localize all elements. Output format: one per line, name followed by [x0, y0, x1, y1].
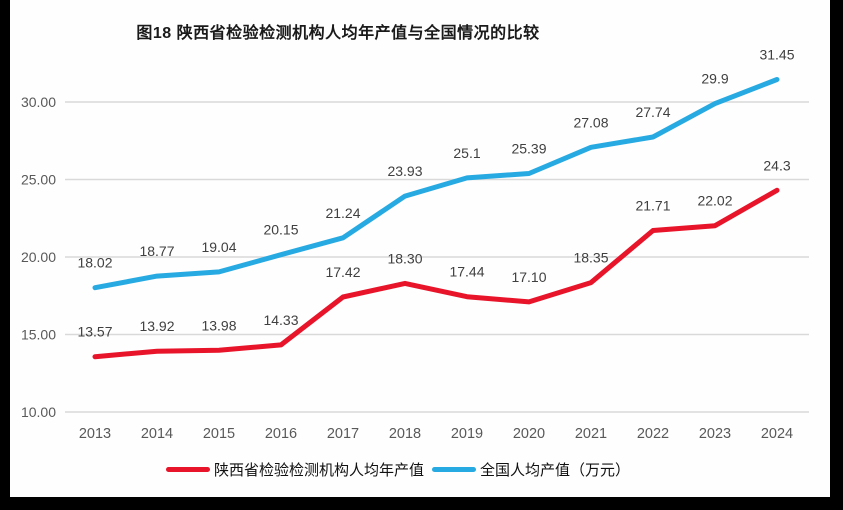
data-label: 18.30 — [387, 250, 422, 266]
data-label: 31.45 — [759, 47, 794, 63]
chart-canvas: 图18 陕西省检验检测机构人均年产值与全国情况的比较 10.00 15.00 20.… — [10, 0, 830, 497]
data-label: 20.15 — [263, 222, 298, 238]
data-label: 17.42 — [325, 264, 360, 280]
chart-plot-area: 10.00 15.00 20.00 25.00 30.00 2013 2014 2015 201… — [21, 47, 809, 442]
data-label: 18.35 — [573, 250, 608, 266]
data-label: 27.74 — [635, 104, 670, 120]
data-label: 22.02 — [697, 193, 732, 209]
x-tick-label: 2021 — [575, 426, 607, 442]
data-label: 24.3 — [763, 157, 790, 173]
x-tick-label: 2017 — [327, 426, 359, 442]
data-label: 17.10 — [511, 269, 546, 285]
legend-item-shaanxi: 陕西省检验检测机构人均年产值 — [165, 459, 424, 480]
legend-label-shaanxi: 陕西省检验检测机构人均年产值 — [213, 461, 424, 479]
data-label: 13.98 — [201, 317, 236, 333]
data-label: 23.93 — [387, 163, 422, 179]
data-label: 14.33 — [263, 312, 298, 328]
data-label: 27.08 — [573, 114, 608, 130]
y-tick-label: 15.00 — [21, 327, 56, 343]
y-tick-label: 25.00 — [21, 172, 56, 188]
x-tick-label: 2023 — [699, 426, 731, 442]
data-label: 29.9 — [701, 71, 728, 87]
data-label: 25.1 — [453, 145, 480, 161]
chart-title: 图18 陕西省检验检测机构人均年产值与全国情况的比较 — [136, 25, 540, 42]
data-label: 19.04 — [201, 239, 236, 255]
x-tick-label: 2019 — [451, 426, 483, 442]
y-tick-label: 30.00 — [21, 94, 56, 110]
data-label: 17.44 — [449, 264, 484, 280]
data-label: 18.02 — [77, 255, 112, 271]
legend-label-national: 全国人均产值（万元） — [480, 461, 631, 479]
shaanxi-line-swatch — [165, 466, 210, 472]
series-line — [92, 187, 780, 360]
x-tick-label: 2018 — [389, 426, 421, 442]
x-tick-label: 2015 — [203, 426, 235, 442]
legend: 陕西省检验检测机构人均年产值 全国人均产值（万元） — [10, 456, 786, 482]
legend-item-national: 全国人均产值（万元） — [432, 459, 630, 480]
x-tick-label: 2013 — [79, 426, 111, 442]
data-label: 21.71 — [635, 198, 670, 214]
national-line-swatch — [432, 466, 476, 472]
y-tick-label: 10.00 — [21, 404, 56, 420]
series-line — [92, 77, 780, 291]
data-label: 13.92 — [139, 318, 174, 334]
y-tick-label: 20.00 — [21, 249, 56, 265]
data-label: 25.39 — [511, 141, 546, 157]
x-tick-label: 2014 — [141, 426, 173, 442]
x-tick-label: 2016 — [265, 426, 297, 442]
data-label: 18.77 — [139, 243, 174, 259]
data-label: 21.24 — [325, 205, 360, 221]
x-tick-label: 2022 — [637, 426, 669, 442]
data-label: 13.57 — [77, 324, 112, 340]
x-tick-label: 2020 — [513, 426, 545, 442]
x-tick-label: 2024 — [761, 426, 793, 442]
